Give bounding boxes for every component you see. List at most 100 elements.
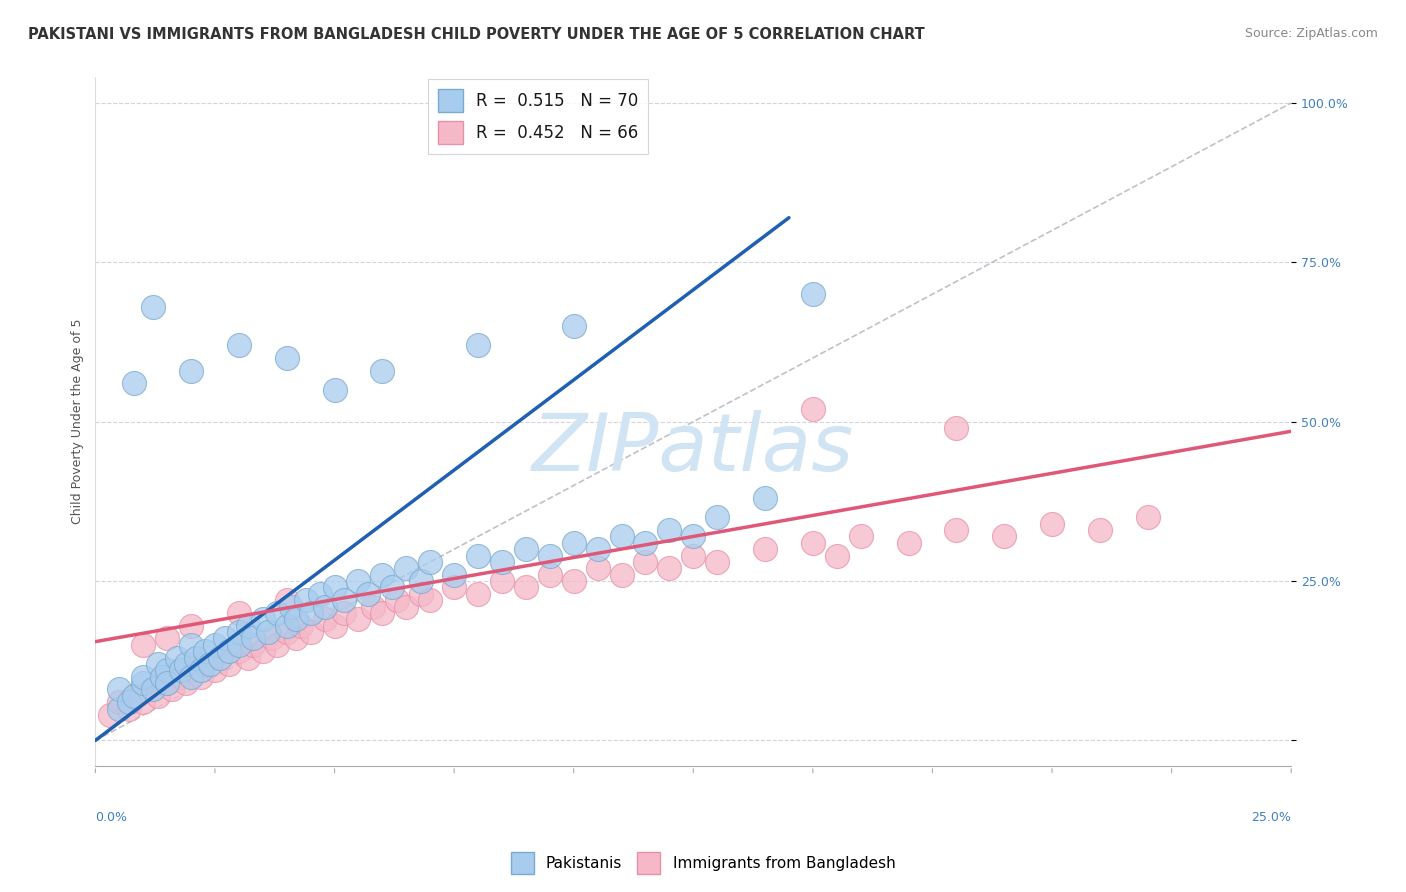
Point — [238, 618, 260, 632]
Point — [491, 555, 513, 569]
Point — [381, 581, 404, 595]
Point — [108, 701, 131, 715]
Point — [180, 364, 202, 378]
Point — [1136, 510, 1159, 524]
Point — [108, 682, 131, 697]
Y-axis label: Child Poverty Under the Age of 5: Child Poverty Under the Age of 5 — [72, 319, 84, 524]
Point — [409, 587, 432, 601]
Point — [706, 555, 728, 569]
Point — [242, 638, 264, 652]
Point — [634, 555, 657, 569]
Point — [586, 561, 609, 575]
Point — [118, 695, 141, 709]
Point — [538, 549, 561, 563]
Point — [204, 638, 226, 652]
Point — [801, 536, 824, 550]
Point — [610, 567, 633, 582]
Point — [395, 599, 418, 614]
Point — [682, 549, 704, 563]
Point — [228, 638, 250, 652]
Point — [142, 682, 165, 697]
Point — [276, 351, 298, 365]
Point — [156, 676, 179, 690]
Point — [409, 574, 432, 588]
Point — [801, 401, 824, 416]
Point — [371, 567, 394, 582]
Point — [252, 644, 274, 658]
Point — [314, 612, 336, 626]
Point — [184, 650, 207, 665]
Point — [170, 670, 193, 684]
Point — [228, 606, 250, 620]
Point — [333, 606, 356, 620]
Point — [562, 319, 585, 334]
Point — [218, 657, 240, 671]
Point — [993, 529, 1015, 543]
Point — [276, 618, 298, 632]
Point — [285, 632, 308, 646]
Point — [371, 364, 394, 378]
Point — [228, 338, 250, 352]
Point — [314, 599, 336, 614]
Point — [194, 644, 217, 658]
Point — [945, 523, 967, 537]
Point — [323, 618, 346, 632]
Point — [266, 606, 288, 620]
Point — [658, 523, 681, 537]
Point — [266, 638, 288, 652]
Point — [228, 644, 250, 658]
Point — [228, 625, 250, 640]
Point — [160, 682, 183, 697]
Point — [538, 567, 561, 582]
Point — [347, 574, 370, 588]
Point — [515, 581, 537, 595]
Point — [252, 612, 274, 626]
Point — [156, 663, 179, 677]
Point — [276, 593, 298, 607]
Point — [150, 670, 173, 684]
Point — [132, 638, 155, 652]
Point — [299, 606, 322, 620]
Point — [515, 542, 537, 557]
Point — [218, 644, 240, 658]
Point — [180, 638, 202, 652]
Point — [897, 536, 920, 550]
Point — [1040, 516, 1063, 531]
Point — [610, 529, 633, 543]
Point — [174, 657, 197, 671]
Point — [118, 701, 141, 715]
Point — [208, 650, 231, 665]
Point — [361, 599, 384, 614]
Point — [214, 632, 236, 646]
Text: 25.0%: 25.0% — [1251, 811, 1291, 823]
Point — [849, 529, 872, 543]
Point — [395, 561, 418, 575]
Point — [347, 612, 370, 626]
Point — [562, 574, 585, 588]
Point — [166, 650, 188, 665]
Point — [190, 663, 212, 677]
Point — [323, 383, 346, 397]
Point — [357, 587, 380, 601]
Text: 0.0%: 0.0% — [96, 811, 128, 823]
Point — [385, 593, 408, 607]
Point — [309, 587, 332, 601]
Point — [180, 670, 202, 684]
Point — [276, 625, 298, 640]
Point — [333, 593, 356, 607]
Point — [285, 612, 308, 626]
Text: ZIPatlas: ZIPatlas — [533, 410, 855, 488]
Point — [945, 421, 967, 435]
Point — [142, 682, 165, 697]
Point — [419, 555, 441, 569]
Point — [98, 708, 121, 723]
Point — [190, 670, 212, 684]
Point — [180, 618, 202, 632]
Point — [204, 663, 226, 677]
Point — [142, 300, 165, 314]
Point — [825, 549, 848, 563]
Point — [146, 689, 169, 703]
Legend: R =  0.515   N = 70, R =  0.452   N = 66: R = 0.515 N = 70, R = 0.452 N = 66 — [427, 78, 648, 154]
Point — [1088, 523, 1111, 537]
Point — [586, 542, 609, 557]
